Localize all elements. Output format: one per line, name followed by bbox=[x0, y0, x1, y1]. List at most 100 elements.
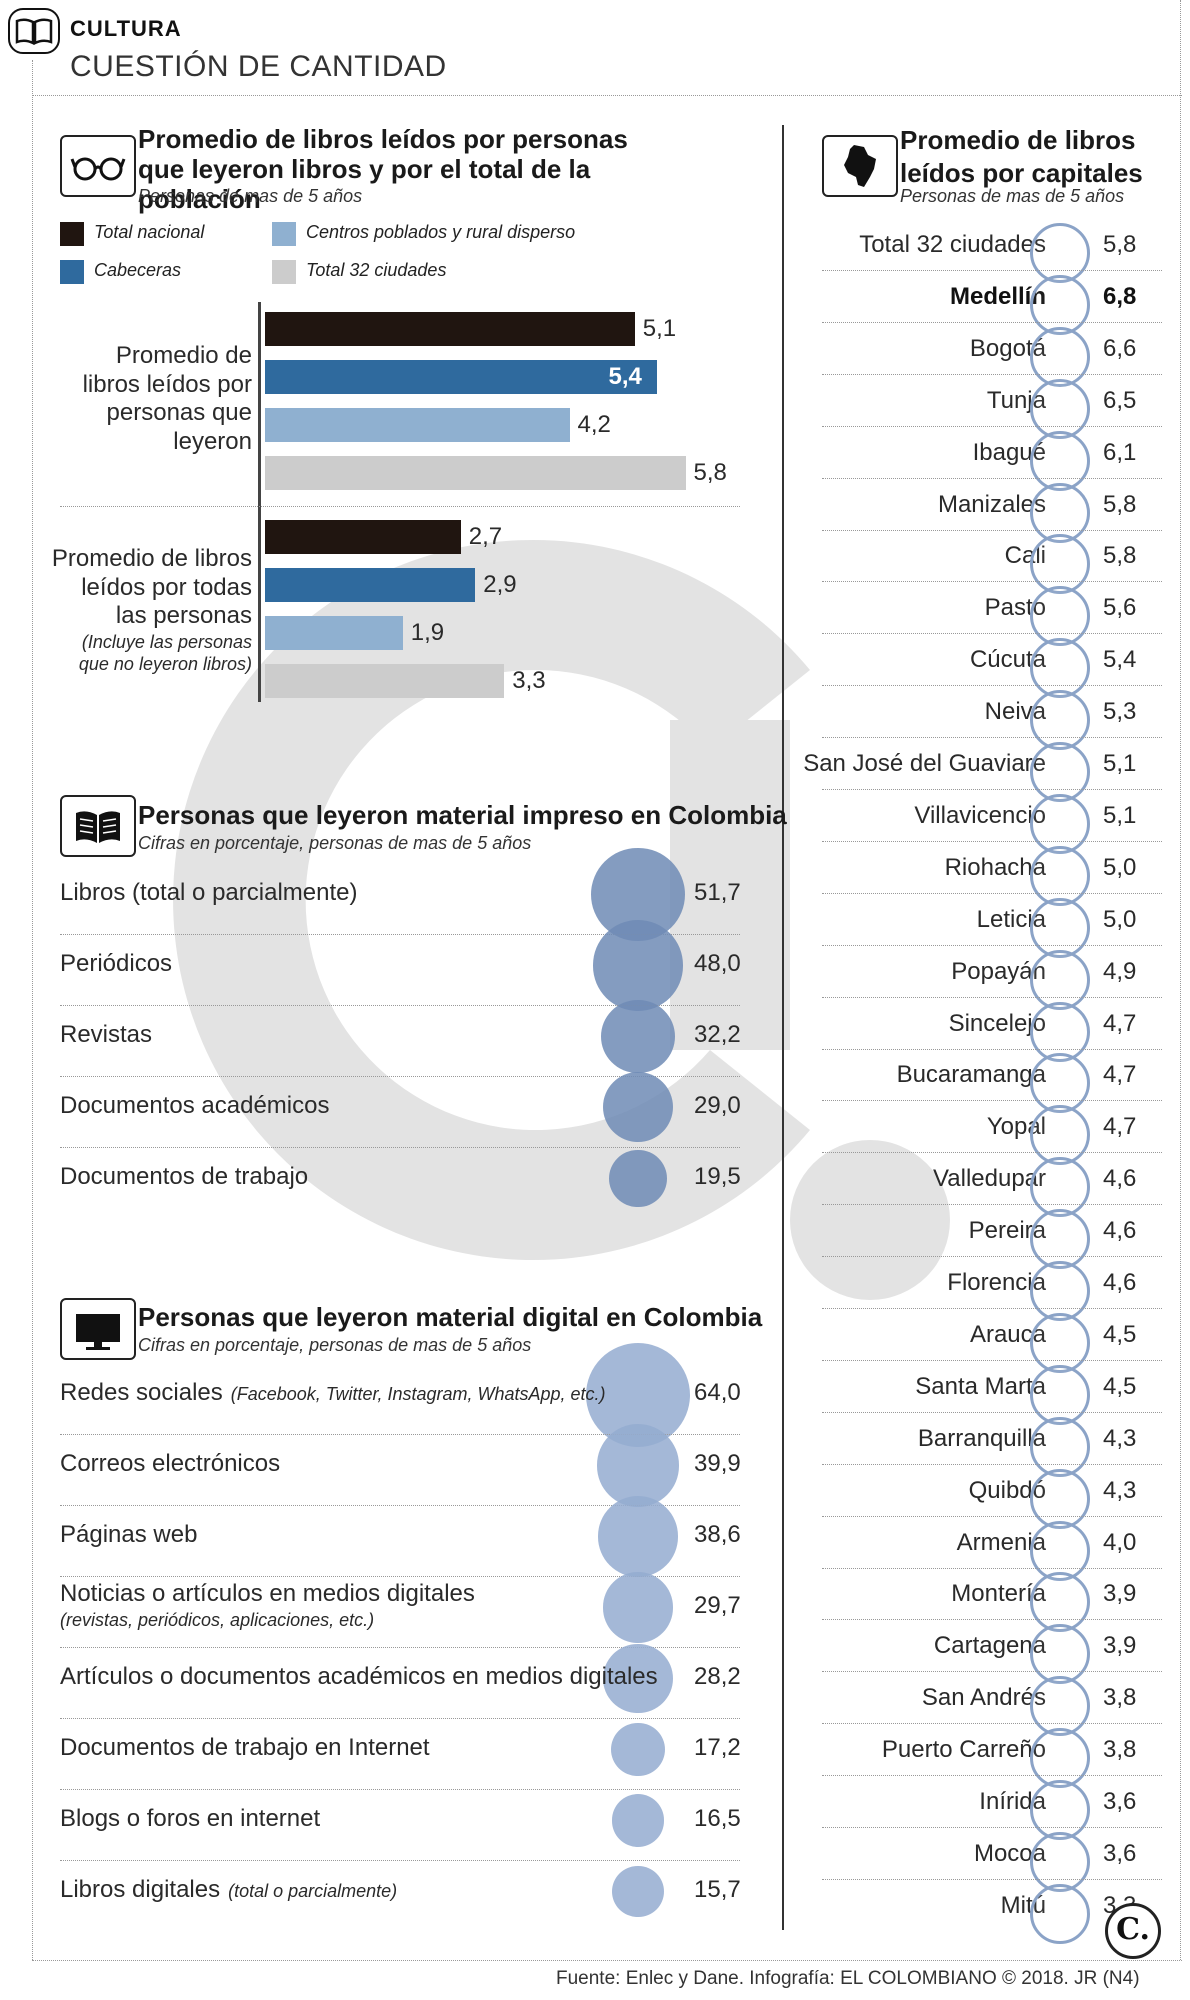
row-label-libros-digitales: Libros digitales (total o parcialmente) bbox=[60, 1876, 397, 1904]
city-separator bbox=[822, 1411, 1162, 1413]
city-bogota: Bogotá bbox=[969, 334, 1046, 362]
watermark-logo bbox=[173, 540, 950, 1300]
row-label-text: Correos electrónicos bbox=[60, 1449, 281, 1477]
city-separator bbox=[822, 1463, 1162, 1465]
brand-logo: C. bbox=[1105, 1903, 1161, 1959]
row-label-blogs-o-foros-en-internet: Blogs o foros en internet bbox=[60, 1805, 320, 1833]
section-label: CULTURA bbox=[70, 16, 182, 41]
bar-total-nacional-1 bbox=[265, 312, 635, 346]
city-inirida: Inírida bbox=[979, 1788, 1046, 1815]
digital-icon-box bbox=[60, 1298, 136, 1360]
row-label-text: Documentos de trabajo bbox=[60, 1162, 309, 1190]
bubble-articulos-o-documentos-academicos-en-medios-digitales bbox=[603, 1643, 673, 1713]
city-sincelejo: Sincelejo bbox=[948, 1009, 1046, 1037]
city-separator bbox=[822, 1204, 1162, 1206]
bubble-periodicos bbox=[592, 920, 684, 1011]
category-note-line: que no leyeron libros) bbox=[78, 653, 252, 674]
city-santa-marta: Santa Marta bbox=[915, 1372, 1046, 1400]
row-label-note: (total o parcialmente) bbox=[228, 1880, 398, 1901]
ring-san-jose-del-guaviare bbox=[1030, 742, 1090, 802]
city-separator bbox=[822, 1671, 1162, 1673]
row-value-libros-digitales: 15,7 bbox=[694, 1875, 741, 1903]
city-arauca: Arauca bbox=[969, 1320, 1046, 1348]
city-tunja: Tunja bbox=[986, 386, 1046, 414]
city-leticia: Leticia bbox=[976, 905, 1046, 933]
city-separator bbox=[822, 840, 1162, 842]
row-label-revistas: Revistas bbox=[60, 1021, 152, 1049]
city-separator bbox=[822, 1878, 1162, 1880]
value-yopal: 4,7 bbox=[1103, 1113, 1137, 1141]
row-label-documentos-de-trabajo: Documentos de trabajo bbox=[60, 1163, 308, 1191]
row-value-documentos-de-trabajo-en-internet: 17,2 bbox=[694, 1733, 741, 1761]
city-florencia: Florencia bbox=[947, 1269, 1046, 1296]
category-label-line: libros leídos por bbox=[82, 370, 252, 398]
city-separator bbox=[822, 1827, 1162, 1828]
bar-value-label: 5,8 bbox=[693, 459, 727, 486]
value-san-jose-del-guaviare: 5,1 bbox=[1103, 750, 1137, 777]
bubble-libros-digitales bbox=[612, 1865, 664, 1918]
row-separator bbox=[60, 1647, 740, 1648]
ring-bogota bbox=[1030, 326, 1090, 387]
row-label-correos-electronicos: Correos electrónicos bbox=[60, 1450, 280, 1478]
row-label-redes-sociales: Redes sociales (Facebook, Twitter, Instag… bbox=[60, 1379, 606, 1407]
city-separator bbox=[822, 1515, 1162, 1517]
city-separator bbox=[822, 737, 1162, 739]
bar-value-label: 4,2 bbox=[577, 411, 611, 438]
row-label-text: Redes sociales bbox=[60, 1378, 223, 1406]
digital-title: Personas que leyeron material digital en… bbox=[138, 1302, 763, 1332]
value-arauca: 4,5 bbox=[1103, 1320, 1137, 1348]
open-book-icon bbox=[76, 811, 120, 843]
city-neiva: Neiva bbox=[984, 698, 1046, 726]
row-label-periodicos: Periódicos bbox=[60, 950, 172, 978]
city-separator bbox=[822, 477, 1162, 479]
ring-cartagena bbox=[1030, 1624, 1090, 1685]
row-label-text: Periódicos bbox=[60, 949, 173, 977]
ring-tunja bbox=[1030, 378, 1090, 439]
bubble-paginas-web bbox=[597, 1496, 679, 1577]
bar-chart-axis bbox=[258, 302, 261, 702]
row-separator bbox=[60, 1076, 740, 1077]
row-label-text: Libros (total o parcialmente) bbox=[60, 878, 358, 906]
ring-medellin bbox=[1030, 274, 1090, 335]
row-value-correos-electronicos: 39,9 bbox=[694, 1449, 741, 1477]
bubble-noticias-o-articulos-en-medios-digitales bbox=[602, 1572, 674, 1643]
city-separator bbox=[822, 581, 1162, 583]
capitals-title: Promedio de libros leídos por capitales bbox=[900, 125, 1143, 188]
row-label-documentos-de-trabajo-en-internet: Documentos de trabajo en Internet bbox=[60, 1734, 430, 1762]
row-value-articulos-o-documentos-academicos-en-medios-digitales: 28,2 bbox=[694, 1662, 741, 1690]
value-leticia: 5,0 bbox=[1103, 905, 1137, 933]
city-cucuta: Cúcuta bbox=[969, 646, 1046, 674]
bar-category-label-2: Promedio de libros leídos por todas las pe… bbox=[52, 545, 252, 675]
city-separator bbox=[822, 373, 1162, 375]
page-title: CUESTIÓN DE CANTIDAD bbox=[70, 50, 447, 83]
capitals-icon-box bbox=[822, 135, 898, 197]
city-separator bbox=[822, 1256, 1162, 1258]
bar-value-label: 2,9 bbox=[483, 571, 517, 598]
city-mitu: Mitú bbox=[1000, 1891, 1046, 1919]
bubble-documentos-de-trabajo-en-internet bbox=[611, 1722, 665, 1777]
ring-barranquilla bbox=[1030, 1416, 1090, 1477]
ring-mitu bbox=[1030, 1883, 1090, 1944]
city-separator bbox=[822, 789, 1162, 790]
value-quibdo: 4,3 bbox=[1103, 1476, 1137, 1504]
bar-value-label: 1,9 bbox=[410, 619, 445, 646]
city-manizales: Manizales bbox=[937, 490, 1046, 518]
colombia-map-icon bbox=[844, 145, 876, 187]
legend-label-total-32: Total 32 ciudades bbox=[306, 260, 447, 280]
row-value-libros-total-o-parcialmente: 51,7 bbox=[694, 878, 741, 906]
value-riohacha: 5,0 bbox=[1103, 853, 1137, 881]
bar-total-32-ciudades-2 bbox=[265, 664, 505, 698]
row-label-text: Blogs o foros en internet bbox=[60, 1804, 321, 1832]
ring-popayan bbox=[1030, 949, 1090, 1010]
bar-value-label: 5,1 bbox=[642, 315, 677, 342]
right-border bbox=[1180, 0, 1181, 1960]
row-separator bbox=[60, 1860, 740, 1861]
city-separator bbox=[822, 1152, 1162, 1154]
printed-subtitle: Cifras en porcentaje, personas de mas de… bbox=[138, 833, 532, 853]
city-separator bbox=[822, 270, 1162, 271]
bubble-blogs-o-foros-en-internet bbox=[611, 1794, 665, 1847]
row-label-note: (revistas, periódicos, aplicaciones, etc… bbox=[60, 1609, 375, 1630]
ring-santa-marta bbox=[1030, 1364, 1090, 1425]
ring-pasto bbox=[1030, 586, 1090, 647]
city-separator bbox=[822, 633, 1162, 635]
